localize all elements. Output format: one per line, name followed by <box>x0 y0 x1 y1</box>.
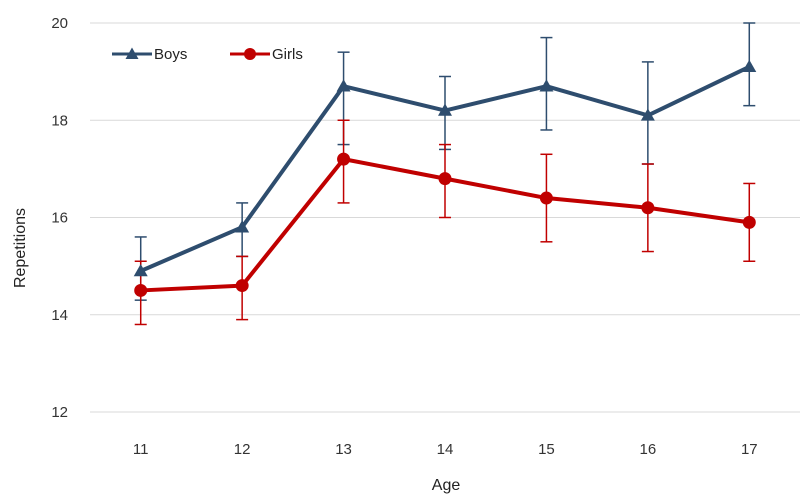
legend-label-boys: Boys <box>154 46 187 63</box>
y-tick-label: 14 <box>51 307 68 324</box>
data-point-girls <box>742 215 756 229</box>
data-point-girls <box>235 279 249 293</box>
x-tick-label: 15 <box>538 441 555 458</box>
x-tick-label: 17 <box>741 441 758 458</box>
x-axis-tick-labels: 11 12 13 14 15 16 17 <box>133 441 758 458</box>
legend: Boys Girls <box>112 46 303 63</box>
data-point-girls <box>134 283 148 297</box>
legend-circle-marker <box>244 48 256 60</box>
data-point-boys <box>336 79 351 92</box>
y-axis-title: Repetitions <box>12 208 29 288</box>
data-point-boys <box>235 220 250 233</box>
y-tick-label: 12 <box>51 404 68 421</box>
data-point-boys <box>133 263 148 277</box>
x-tick-label: 11 <box>133 441 149 458</box>
y-axis-tick-labels: 12 14 16 18 20 <box>51 15 68 421</box>
x-tick-label: 13 <box>335 441 352 458</box>
series-markers <box>133 59 757 297</box>
x-axis-title: Age <box>432 477 461 494</box>
data-point-girls <box>539 191 553 205</box>
data-point-girls <box>337 152 351 166</box>
y-tick-label: 20 <box>51 15 68 32</box>
data-point-boys <box>640 108 655 121</box>
legend-triangle-marker <box>125 47 139 59</box>
x-tick-label: 16 <box>640 441 657 458</box>
legend-item-boys: Boys <box>112 46 187 63</box>
y-tick-label: 18 <box>51 112 68 129</box>
data-point-boys <box>539 79 554 92</box>
data-point-girls <box>438 172 452 186</box>
legend-item-girls: Girls <box>230 46 303 63</box>
legend-label-girls: Girls <box>272 46 303 63</box>
x-tick-label: 14 <box>437 441 454 458</box>
data-point-boys <box>742 59 757 73</box>
x-tick-label: 12 <box>234 441 251 458</box>
data-point-boys <box>438 103 452 116</box>
data-point-girls <box>641 201 655 215</box>
y-tick-label: 16 <box>51 210 68 227</box>
